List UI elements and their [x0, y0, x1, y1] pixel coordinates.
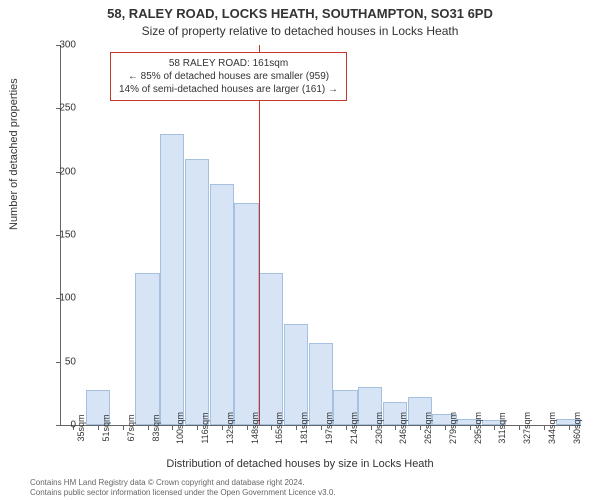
ytick-label: 300	[46, 40, 76, 51]
xtick-mark	[395, 425, 396, 430]
histogram-bar	[210, 184, 234, 425]
xtick-label: 35sqm	[76, 414, 86, 441]
xtick-label: 83sqm	[151, 414, 161, 441]
annotation-line3: 14% of semi-detached houses are larger (…	[119, 83, 338, 96]
xtick-mark	[445, 425, 446, 430]
ytick-label: 0	[46, 420, 76, 431]
xtick-label: 311sqm	[497, 412, 507, 443]
footer-line2: Contains public sector information licen…	[30, 488, 336, 498]
ytick-label: 100	[46, 293, 76, 304]
xtick-mark	[172, 425, 173, 430]
xtick-mark	[247, 425, 248, 430]
xtick-label: 181sqm	[299, 412, 309, 444]
xtick-mark	[321, 425, 322, 430]
xtick-label: 262sqm	[423, 412, 433, 444]
xtick-mark	[470, 425, 471, 430]
xtick-label: 344sqm	[547, 412, 557, 444]
ytick-label: 200	[46, 166, 76, 177]
xtick-mark	[98, 425, 99, 430]
footer-line1: Contains HM Land Registry data © Crown c…	[30, 478, 336, 488]
xtick-mark	[222, 425, 223, 430]
x-axis-label: Distribution of detached houses by size …	[0, 458, 600, 470]
plot-area	[60, 45, 581, 426]
xtick-label: 67sqm	[126, 414, 136, 441]
histogram-bar	[234, 203, 258, 425]
xtick-mark	[123, 425, 124, 430]
histogram-bar	[160, 134, 184, 425]
xtick-label: 230sqm	[374, 412, 384, 444]
xtick-mark	[148, 425, 149, 430]
y-axis-label: Number of detached properties	[8, 78, 20, 230]
chart-title-main: 58, RALEY ROAD, LOCKS HEATH, SOUTHAMPTON…	[0, 6, 600, 21]
histogram-bar	[185, 159, 209, 425]
xtick-mark	[519, 425, 520, 430]
reference-line	[259, 45, 260, 425]
xtick-label: 51sqm	[101, 414, 111, 441]
histogram-bar	[284, 324, 308, 425]
xtick-mark	[296, 425, 297, 430]
ytick-label: 50	[46, 356, 76, 367]
chart-title-sub: Size of property relative to detached ho…	[0, 24, 600, 38]
xtick-mark	[420, 425, 421, 430]
xtick-label: 165sqm	[274, 412, 284, 444]
annotation-line1: 58 RALEY ROAD: 161sqm	[119, 57, 338, 70]
xtick-mark	[544, 425, 545, 430]
histogram-bar	[135, 273, 159, 425]
histogram-bar	[259, 273, 283, 425]
xtick-label: 197sqm	[324, 412, 334, 444]
xtick-mark	[371, 425, 372, 430]
xtick-mark	[346, 425, 347, 430]
xtick-label: 279sqm	[448, 412, 458, 444]
xtick-label: 132sqm	[225, 412, 235, 444]
xtick-mark	[494, 425, 495, 430]
xtick-label: 246sqm	[398, 412, 408, 444]
xtick-label: 327sqm	[522, 412, 532, 444]
xtick-mark	[197, 425, 198, 430]
xtick-label: 295sqm	[473, 412, 483, 444]
xtick-label: 360sqm	[572, 412, 582, 444]
xtick-label: 148sqm	[250, 412, 260, 444]
ytick-label: 250	[46, 103, 76, 114]
footer-attribution: Contains HM Land Registry data © Crown c…	[30, 478, 336, 497]
xtick-label: 100sqm	[175, 412, 185, 444]
xtick-mark	[271, 425, 272, 430]
xtick-mark	[569, 425, 570, 430]
xtick-label: 116sqm	[200, 412, 210, 443]
xtick-label: 214sqm	[349, 412, 359, 444]
ytick-label: 150	[46, 230, 76, 241]
annotation-line2: ← 85% of detached houses are smaller (95…	[119, 70, 338, 83]
annotation-box: 58 RALEY ROAD: 161sqm← 85% of detached h…	[110, 52, 347, 101]
